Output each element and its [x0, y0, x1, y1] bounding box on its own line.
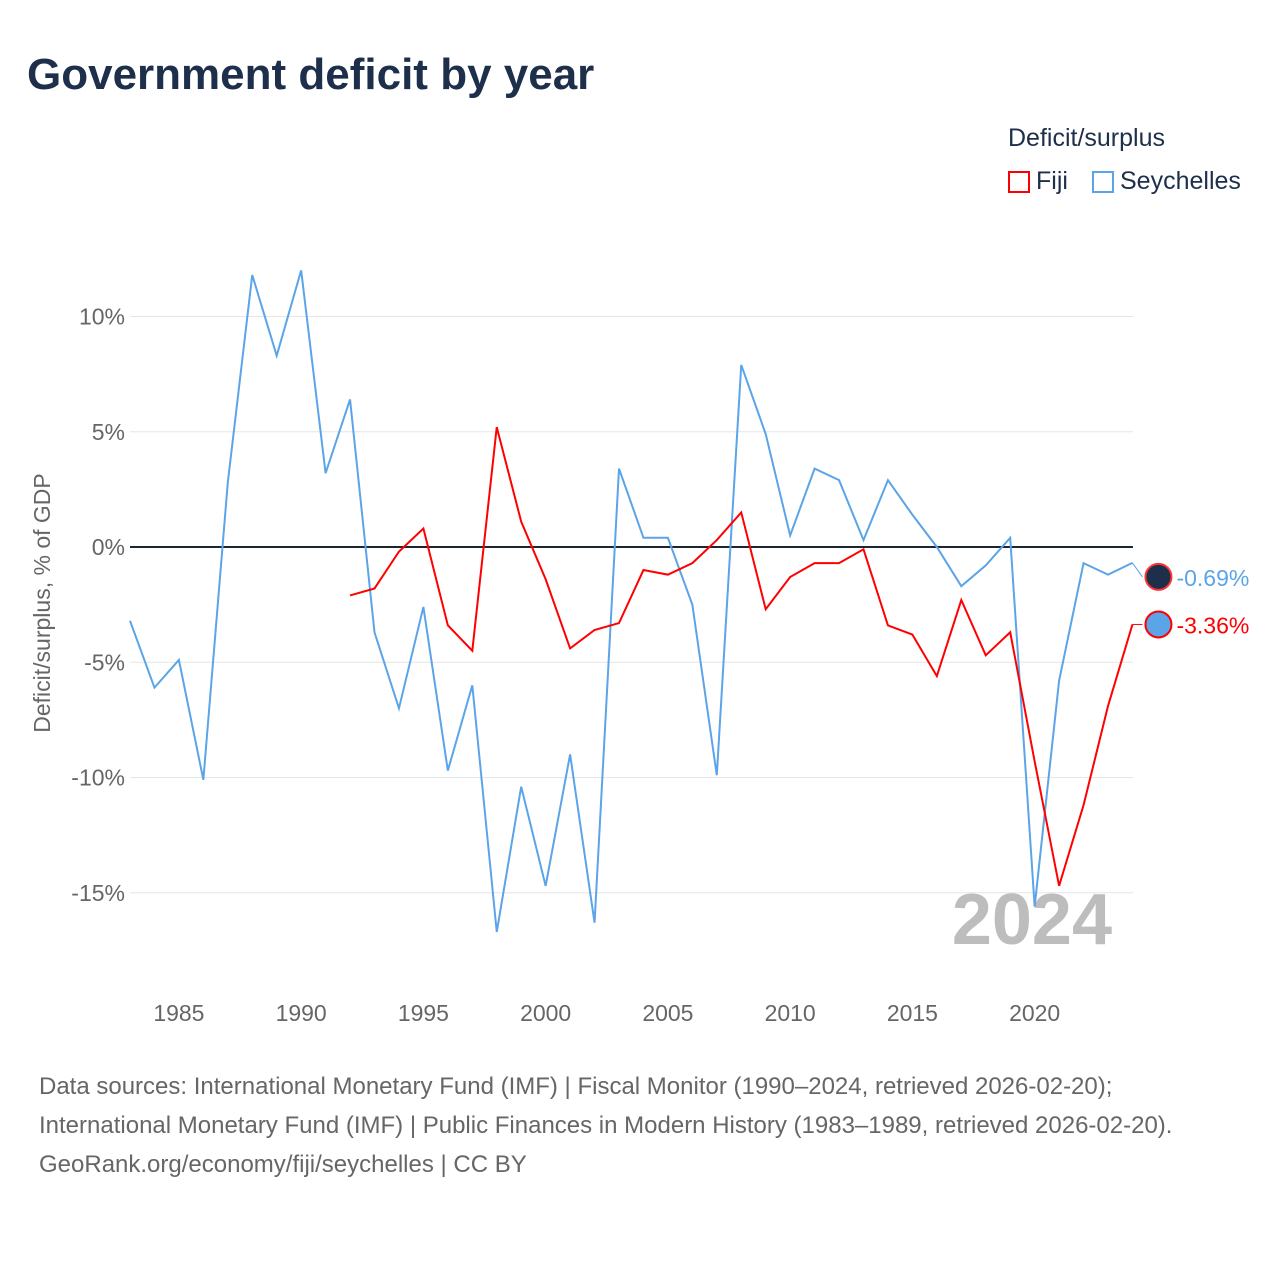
flag-seychelles-icon [1144, 562, 1173, 591]
chart-title: Government deficit by year [27, 50, 595, 99]
end-connector [1132, 562, 1143, 578]
credit-link[interactable]: GeoRank.org/economy/fiji/seychelles | CC… [39, 1151, 527, 1178]
flag-fiji-icon [1144, 610, 1173, 639]
y-tick-label: 10% [79, 304, 125, 330]
y-tick-label: 0% [92, 534, 125, 560]
series-line-fiji [349, 426, 1134, 887]
x-tick-label: 1990 [276, 1000, 327, 1026]
footer: Data sources: International Monetary Fun… [39, 1067, 1239, 1184]
year-label: 2024 [952, 880, 1112, 960]
x-tick-label: 2005 [642, 1000, 693, 1026]
x-tick-label: 2020 [1009, 1000, 1060, 1026]
legend-swatch [1008, 170, 1030, 193]
legend-item-seychelles[interactable]: Seychelles [1092, 167, 1241, 196]
data-sources: Data sources: International Monetary Fun… [39, 1073, 1173, 1139]
y-tick-label: -15% [71, 880, 125, 906]
x-tick-label: 2015 [887, 1000, 938, 1026]
y-tick-label: 5% [92, 419, 125, 445]
legend-title: Deficit/surplus [1008, 124, 1165, 152]
line-chart: 10% 5% 0% -5% -10% -15% 1985 1990 1995 2000 2005 20… [29, 270, 1249, 1026]
x-tick-label: 1985 [153, 1000, 204, 1026]
legend-label: Fiji [1036, 167, 1068, 195]
series-line-seychelles [129, 270, 1133, 933]
legend-item-fiji[interactable]: Fiji [1008, 167, 1068, 196]
y-tick-label: -5% [84, 649, 125, 675]
end-value-label: -0.69% [1176, 565, 1249, 591]
x-tick-label: 2000 [520, 1000, 571, 1026]
y-tick-label: -10% [71, 765, 125, 791]
x-tick-label: 2010 [765, 1000, 816, 1026]
y-axis-label: Deficit/surplus, % of GDP [29, 473, 55, 732]
legend-swatch [1092, 170, 1114, 193]
x-tick-label: 1995 [398, 1000, 449, 1026]
end-value-label: -3.36% [1176, 612, 1249, 638]
legend-label: Seychelles [1120, 167, 1241, 195]
